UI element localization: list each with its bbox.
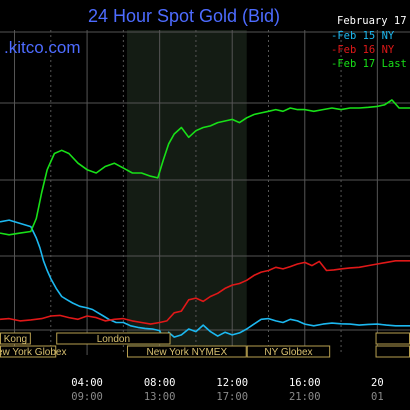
tick-label: 20 [371, 377, 384, 389]
legend-item: -Feb 15 NY [331, 30, 395, 42]
session-bar [375, 345, 410, 358]
legend-item: -Feb 16 NY [331, 44, 395, 56]
series-line-feb-16-ny [0, 260, 410, 325]
session-bar [56, 332, 171, 345]
session-bars: Kong New York Globex London New York NYMEX N… [0, 332, 410, 358]
session-bar [0, 345, 57, 358]
legend: February 17 -Feb 15 NY -Feb 16 NY -Feb 17 … [331, 15, 407, 70]
series-line-feb-17-last [0, 99, 410, 236]
session-label: New York NYMEX [147, 347, 228, 358]
chart-title: 24 Hour Spot Gold (Bid) [88, 6, 280, 26]
legend-date: February 17 [337, 15, 407, 27]
tick-sub-label: 09:00 [71, 391, 103, 403]
session-label: New York Globex [0, 347, 66, 358]
tick-label: 12:00 [216, 377, 248, 389]
session-label: NY Globex [264, 347, 312, 358]
session-bar [246, 345, 331, 358]
session-bar [126, 345, 247, 358]
session-bar [0, 332, 31, 345]
tick-sub-label: 17:00 [216, 391, 248, 403]
series-line-feb-15-ny [0, 219, 410, 343]
x-axis-ticks: 04:00 09:00 08:00 13:00 12:00 17:00 16:00 21:00… [71, 377, 383, 403]
session-label: Kong [4, 334, 27, 345]
brand-link[interactable]: .kitco.com [4, 38, 81, 57]
legend-item: -Feb 17 Last [331, 58, 407, 70]
tick-label: 04:00 [71, 377, 103, 389]
series-lines [0, 99, 410, 343]
grid [0, 30, 410, 355]
tick-label: 16:00 [289, 377, 321, 389]
tick-label: 08:00 [144, 377, 176, 389]
highlight-band [126, 30, 247, 355]
tick-sub-label: 13:00 [144, 391, 176, 403]
session-label: London [97, 334, 130, 345]
tick-sub-label: 21:00 [289, 391, 321, 403]
session-bar [375, 332, 410, 345]
tick-sub-label: 01 [371, 391, 384, 403]
